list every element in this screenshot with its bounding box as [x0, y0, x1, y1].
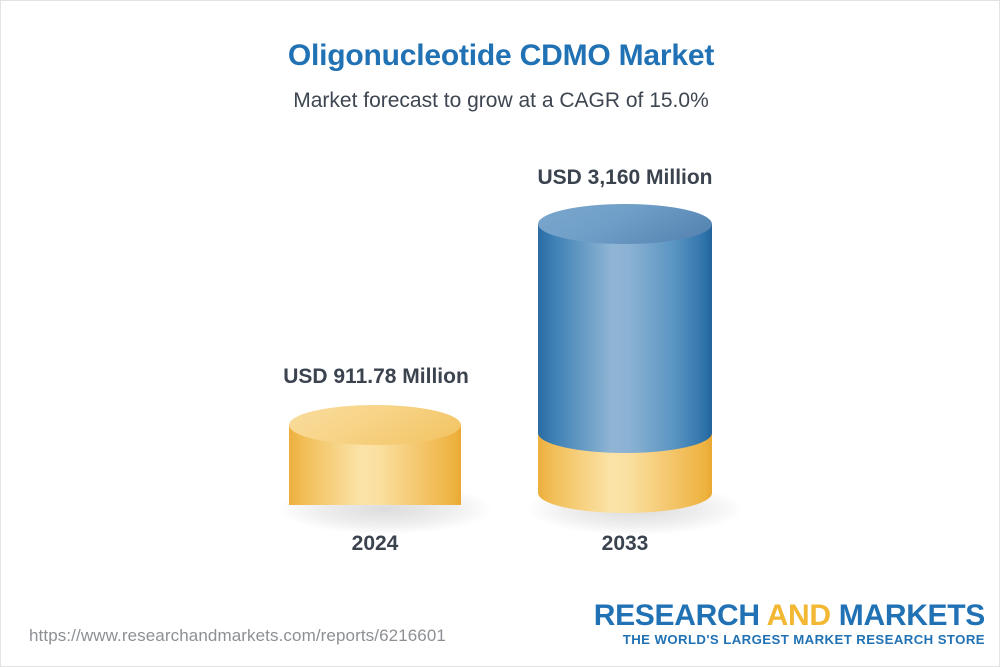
bar-2033-blue-segment	[538, 224, 712, 433]
value-label-2024: USD 911.78 Million	[283, 365, 469, 388]
brand-logo: RESEARCH AND MARKETS THE WORLD'S LARGEST…	[593, 598, 986, 648]
chart-subtitle: Market forecast to grow at a CAGR of 15.…	[293, 89, 709, 112]
brand-wordmark-and: AND	[766, 598, 831, 632]
category-label-2033: 2033	[601, 532, 649, 555]
brand-wordmark-markets: MARKETS	[830, 598, 986, 632]
brand-wordmark: RESEARCH AND MARKETS	[593, 598, 986, 632]
source-url[interactable]: https://www.researchandmarkets.com/repor…	[29, 626, 446, 645]
brand-wordmark-research: RESEARCH	[593, 598, 767, 632]
bar-2033-top-ellipse	[538, 204, 712, 244]
brand-tagline: THE WORLD'S LARGEST MARKET RESEARCH STOR…	[622, 632, 985, 648]
page-title: Oligonucleotide CDMO Market	[287, 39, 715, 72]
bar-2024-top-ellipse	[289, 405, 461, 445]
category-label-2024: 2024	[351, 532, 399, 555]
bar-2033	[538, 204, 712, 513]
bar-2024	[289, 405, 461, 513]
value-label-2033: USD 3,160 Million	[537, 166, 713, 189]
